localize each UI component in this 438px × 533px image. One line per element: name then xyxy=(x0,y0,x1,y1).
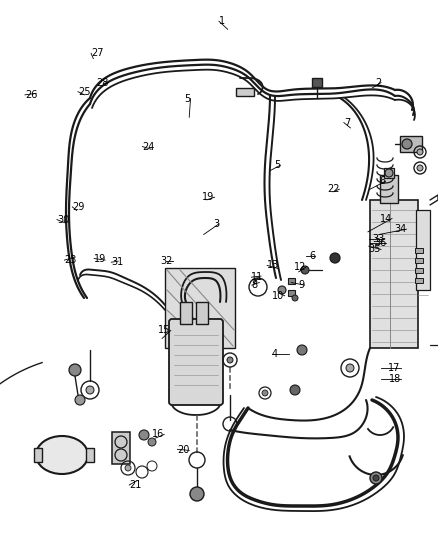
Circle shape xyxy=(417,149,423,155)
Text: 25: 25 xyxy=(78,87,91,96)
Bar xyxy=(34,448,42,462)
Text: 36: 36 xyxy=(374,238,386,247)
Circle shape xyxy=(190,487,204,501)
Text: 21: 21 xyxy=(129,480,141,490)
Bar xyxy=(180,302,192,324)
Circle shape xyxy=(227,357,233,363)
Text: 23: 23 xyxy=(64,255,77,265)
Text: 18: 18 xyxy=(389,375,401,384)
Circle shape xyxy=(370,472,382,484)
Bar xyxy=(236,88,254,96)
Bar xyxy=(312,78,322,87)
Text: 19: 19 xyxy=(94,254,106,263)
Text: 16: 16 xyxy=(152,430,164,439)
Bar xyxy=(416,210,430,290)
Bar xyxy=(384,168,394,178)
Circle shape xyxy=(148,438,156,446)
Circle shape xyxy=(278,286,286,294)
Circle shape xyxy=(69,364,81,376)
Text: 27: 27 xyxy=(91,49,104,58)
Circle shape xyxy=(402,139,412,149)
Text: 22: 22 xyxy=(327,184,339,194)
Circle shape xyxy=(139,430,149,440)
Bar xyxy=(380,175,398,203)
Text: 33: 33 xyxy=(372,234,384,244)
Text: 12: 12 xyxy=(294,262,307,271)
Text: 2: 2 xyxy=(375,78,381,87)
Bar xyxy=(112,432,130,464)
Bar xyxy=(288,290,295,296)
Ellipse shape xyxy=(36,436,88,474)
Bar xyxy=(86,448,94,462)
Text: 20: 20 xyxy=(177,446,189,455)
Text: 10: 10 xyxy=(272,291,285,301)
Circle shape xyxy=(417,165,423,171)
Circle shape xyxy=(297,345,307,355)
Bar xyxy=(415,278,423,283)
Bar xyxy=(196,302,208,324)
Circle shape xyxy=(292,295,298,301)
Text: 3: 3 xyxy=(213,219,219,229)
Text: 32: 32 xyxy=(161,256,173,266)
Circle shape xyxy=(262,390,268,396)
Circle shape xyxy=(125,465,131,471)
Text: 11: 11 xyxy=(251,272,264,282)
Text: 31: 31 xyxy=(111,257,124,267)
Bar xyxy=(415,268,423,273)
Text: 6: 6 xyxy=(309,251,315,261)
Bar xyxy=(165,268,235,348)
Text: 34: 34 xyxy=(394,224,406,234)
Text: 5: 5 xyxy=(274,160,280,170)
Text: 9: 9 xyxy=(298,280,304,290)
Circle shape xyxy=(290,385,300,395)
Bar xyxy=(415,258,423,263)
Circle shape xyxy=(75,395,85,405)
Text: 19: 19 xyxy=(202,192,215,202)
Circle shape xyxy=(346,364,354,372)
Text: 24: 24 xyxy=(142,142,155,151)
Text: 7: 7 xyxy=(344,118,350,127)
Text: 29: 29 xyxy=(72,202,85,212)
Bar xyxy=(400,136,422,152)
Text: 28: 28 xyxy=(96,78,109,87)
Circle shape xyxy=(373,475,379,481)
Text: 15: 15 xyxy=(159,326,171,335)
Bar xyxy=(370,200,418,348)
FancyBboxPatch shape xyxy=(169,319,223,405)
Text: 30: 30 xyxy=(57,215,69,224)
Circle shape xyxy=(330,253,340,263)
Text: 8: 8 xyxy=(252,280,258,290)
Text: 1: 1 xyxy=(219,17,225,26)
Text: 4: 4 xyxy=(272,350,278,359)
Text: 14: 14 xyxy=(380,214,392,223)
Text: 35: 35 xyxy=(369,245,381,254)
Circle shape xyxy=(86,386,94,394)
Text: 6: 6 xyxy=(379,176,385,186)
Circle shape xyxy=(385,169,393,177)
Bar xyxy=(415,248,423,253)
Bar xyxy=(288,278,295,284)
Text: 26: 26 xyxy=(25,90,37,100)
Circle shape xyxy=(301,266,309,274)
Text: 17: 17 xyxy=(389,363,401,373)
Text: 13: 13 xyxy=(267,261,279,270)
Text: 5: 5 xyxy=(184,94,191,103)
